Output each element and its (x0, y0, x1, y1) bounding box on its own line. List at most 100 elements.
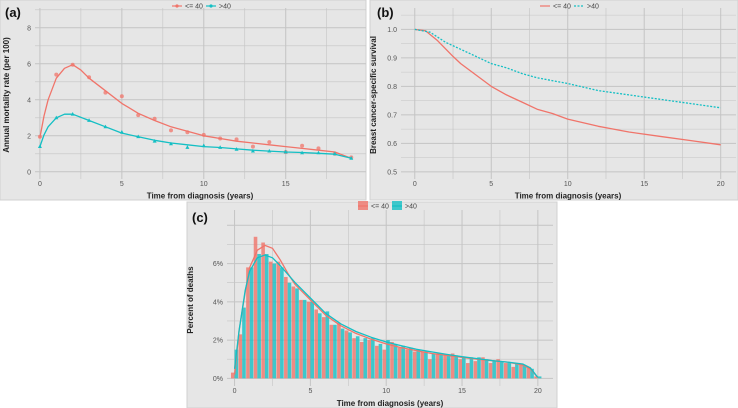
x-axis-label: Time from diagnosis (years) (337, 399, 444, 408)
bar-le40 (503, 363, 508, 379)
panel-title: (c) (192, 210, 208, 225)
bar-gt40 (257, 254, 261, 379)
y-tick-label: 2 (27, 133, 31, 140)
legend-label: >40 (219, 4, 231, 11)
bar-gt40 (462, 357, 466, 379)
data-point-gt40 (283, 149, 288, 154)
x-axis-label: Time from diagnosis (years) (515, 192, 622, 201)
panel-c: 0 5 10 15 20 0% 2% 4% 6% Time from diagnosis (yea… (186, 201, 558, 408)
bar-gt40 (446, 355, 451, 379)
bar-gt40 (242, 307, 246, 379)
bar-le40 (420, 351, 425, 379)
data-point-gt40 (103, 124, 108, 129)
bar-le40 (352, 338, 356, 379)
data-point-gt40 (332, 151, 337, 156)
bar-gt40 (439, 353, 443, 379)
y-tick-label: 0.8 (387, 84, 397, 91)
data-point-le40 (300, 143, 305, 148)
panel-background (369, 0, 738, 201)
bar-gt40 (537, 376, 542, 379)
bar-le40 (291, 286, 296, 379)
bar-le40 (284, 276, 288, 379)
data-point-gt40 (250, 148, 255, 153)
data-point-gt40 (119, 130, 124, 134)
bar-le40 (314, 309, 318, 379)
data-point-le40 (234, 137, 239, 142)
x-tick-label: 0 (38, 181, 42, 188)
y-tick-label: 0.6 (387, 141, 397, 148)
legend: <= 40 >40 (358, 201, 417, 211)
x-tick-label: 0 (413, 181, 417, 188)
bar-le40 (367, 340, 372, 379)
bar-le40 (412, 351, 417, 379)
data-point-le40 (169, 128, 174, 133)
bar-gt40 (287, 282, 292, 379)
series-line-gt40 (233, 254, 539, 378)
x-tick-label: 15 (282, 181, 290, 188)
bar-le40 (246, 267, 250, 379)
data-point-gt40 (136, 134, 141, 139)
bar-gt40 (515, 363, 519, 379)
y-tick-label: 6% (213, 261, 223, 268)
x-tick-label: 20 (717, 181, 725, 188)
bar-le40 (321, 317, 326, 379)
bar-gt40 (249, 267, 254, 379)
y-tick-label: 0.9 (387, 55, 397, 62)
data-point-le40 (37, 134, 42, 139)
bar-le40 (276, 261, 281, 379)
panel-title: (a) (5, 5, 21, 20)
y-tick-label: 0.5 (387, 169, 397, 176)
bar-gt40 (393, 343, 398, 379)
bar-gt40 (416, 349, 421, 379)
bar-le40 (496, 359, 500, 379)
bar-gt40 (530, 368, 534, 379)
bar-gt40 (355, 336, 360, 379)
bar-gt40 (507, 363, 512, 379)
data-point-le40 (119, 94, 124, 99)
bar-le40 (450, 353, 455, 379)
panel-b: 0 5 10 15 20 0.5 0.6 0.7 0.8 0.9 1.0 Time from diag… (369, 0, 738, 201)
bar-le40 (397, 347, 402, 379)
bar-le40 (428, 359, 432, 379)
bar-le40 (435, 353, 440, 379)
data-point-gt40 (316, 150, 321, 155)
y-tick-label: 1.0 (387, 27, 397, 34)
bar-le40 (526, 366, 531, 379)
data-point-gt40 (218, 145, 223, 149)
bar-gt40 (469, 357, 474, 379)
data-point-gt40 (37, 144, 42, 148)
data-point-le40 (218, 136, 223, 141)
data-point-gt40 (87, 118, 92, 122)
y-tick-label: 2% (213, 338, 223, 345)
legend-label: >40 (587, 4, 599, 11)
data-point-gt40 (349, 156, 354, 160)
data-point-gt40 (234, 147, 239, 151)
bar-gt40 (264, 254, 269, 379)
data-point-le40 (185, 130, 190, 135)
bar-le40 (375, 345, 379, 379)
bar-le40 (466, 363, 470, 379)
data-point-le40 (70, 62, 75, 67)
x-tick-label: 20 (534, 388, 542, 395)
bar-gt40 (424, 351, 428, 379)
bar-le40 (519, 364, 523, 379)
bar-gt40 (348, 332, 352, 379)
bar-gt40 (492, 361, 496, 379)
y-tick-label: 4 (27, 97, 31, 104)
bar-gt40 (454, 355, 459, 379)
data-point-le40 (316, 146, 321, 151)
data-point-gt40 (152, 139, 157, 143)
legend: <= 40 >40 (540, 4, 599, 11)
bar-le40 (238, 334, 243, 379)
bar-le40 (443, 355, 447, 379)
bar-gt40 (317, 313, 322, 379)
bar-le40 (359, 342, 364, 379)
data-point-le40 (250, 144, 255, 149)
y-tick-label: 8 (27, 25, 31, 32)
bar-gt40 (386, 340, 390, 379)
bar-gt40 (310, 301, 314, 379)
bar-le40 (299, 299, 303, 379)
legend-label: <= 40 (185, 4, 203, 11)
bar-gt40 (234, 349, 239, 379)
x-tick-label: 10 (382, 388, 390, 395)
